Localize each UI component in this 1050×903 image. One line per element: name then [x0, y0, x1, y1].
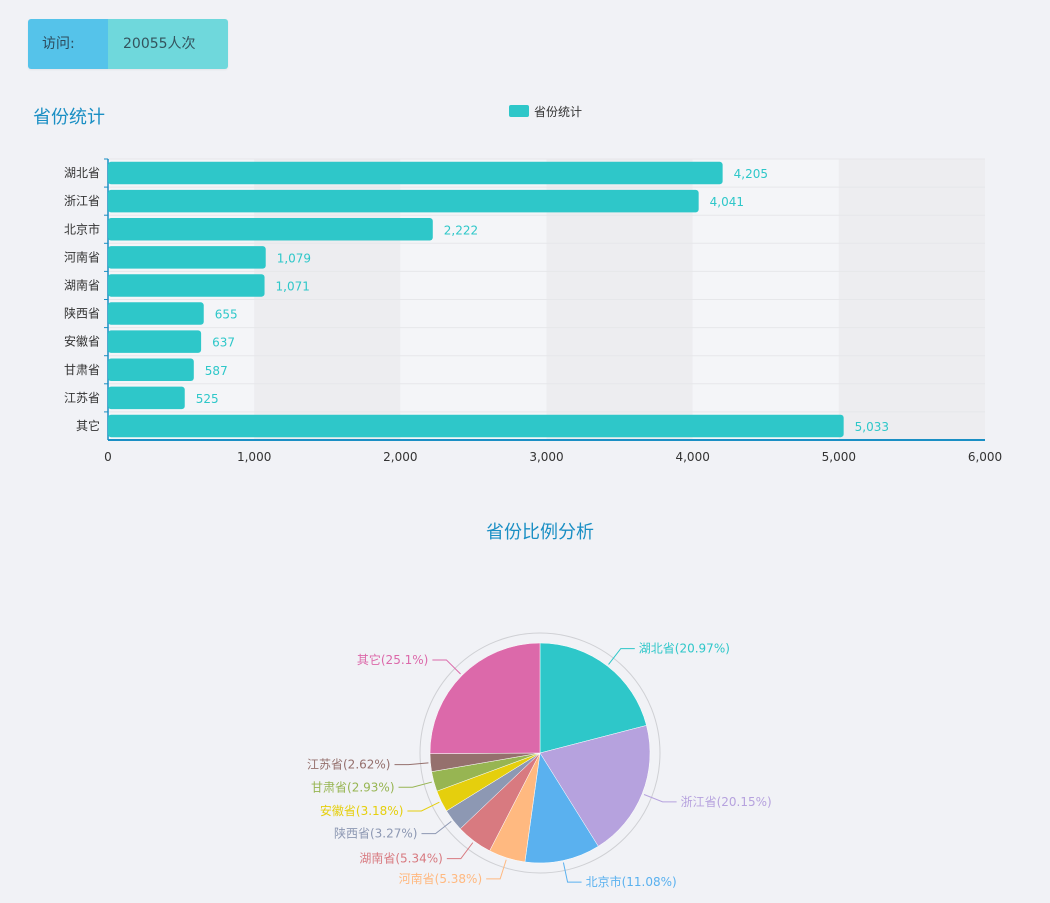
- bar-value-label: 5,033: [855, 420, 889, 434]
- pie-slice-浙江省[interactable]: [539, 725, 651, 847]
- pie-slice-label: 湖北省(20.97%): [639, 641, 730, 656]
- pie-label-line: [398, 781, 432, 788]
- bar-category-label: 其它: [76, 418, 100, 433]
- bar-value-label: 4,041: [710, 195, 744, 209]
- bar-湖北省[interactable]: [108, 161, 723, 185]
- bar-legend-label[interactable]: 省份统计: [534, 105, 582, 119]
- bar-chart: 0 1,000 2,000 3,000 4,000 5,000 6,000 湖北省 4,205 浙…: [64, 158, 1002, 464]
- bar-category-label: 浙江省: [64, 194, 100, 208]
- pie-slice-label: 北京市(11.08%): [586, 874, 677, 889]
- bar-安徽省[interactable]: [108, 330, 202, 353]
- pie-chart-title: 省份比例分析: [486, 522, 594, 543]
- bar-北京市[interactable]: [108, 218, 433, 241]
- pie-label-line: [407, 801, 440, 812]
- pie-label-line: [432, 659, 461, 675]
- bar-value-label: 1,079: [277, 251, 311, 265]
- visit-label: 访问:: [28, 19, 108, 69]
- pie-label-line: [394, 762, 429, 766]
- bar-chart-title: 省份统计: [33, 107, 105, 128]
- visit-counter: 访问: 20055人次: [28, 19, 228, 69]
- pie-slice-label: 陕西省(3.27%): [334, 826, 418, 841]
- bar-value-label: 637: [212, 336, 235, 350]
- bar-category-label: 江苏省: [64, 391, 100, 405]
- bar-category-label: 湖北省: [64, 165, 100, 180]
- pie-label-line: [446, 842, 474, 860]
- bar-value-label: 587: [205, 364, 228, 378]
- pie-slice-label: 湖南省(5.34%): [359, 851, 443, 866]
- bar-甘肃省[interactable]: [108, 358, 194, 381]
- bar-x-tick-label: 4,000: [675, 450, 709, 464]
- bar-其它[interactable]: [108, 414, 844, 438]
- pie-chart: 湖北省(20.97%) 浙江省(20.15%) 北京市(11.08%) 河南省(5.3…: [307, 632, 772, 889]
- pie-slice-label: 江苏省(2.62%): [307, 758, 391, 772]
- pie-label-line: [562, 862, 582, 883]
- bar-x-tick-label: 1,000: [237, 450, 271, 464]
- pie-label-line: [608, 648, 635, 665]
- bar-value-label: 655: [215, 308, 238, 322]
- bar-x-tick-label: 6,000: [968, 450, 1002, 464]
- bar-浙江省[interactable]: [108, 189, 699, 213]
- bar-category-label: 河南省: [64, 249, 100, 264]
- bar-value-label: 525: [196, 392, 219, 406]
- pie-outer-ring: [419, 632, 661, 874]
- pie-slice-label: 浙江省(20.15%): [681, 795, 772, 809]
- pie-label-line: [421, 821, 452, 835]
- bar-category-label: 北京市: [64, 221, 100, 236]
- pie-slice-label: 其它(25.1%): [357, 652, 429, 667]
- bar-x-tick-label: 0: [104, 450, 112, 464]
- pie-slice-label: 安徽省(3.18%): [320, 803, 404, 818]
- pie-slice-湖北省[interactable]: [539, 642, 647, 754]
- bar-陕西省[interactable]: [108, 302, 204, 325]
- pie-label-line: [643, 794, 677, 803]
- visit-value: 20055人次: [108, 19, 228, 69]
- pie-slice-其它[interactable]: [429, 642, 541, 754]
- bar-legend-swatch[interactable]: [509, 105, 529, 117]
- bar-x-tick-label: 3,000: [529, 450, 563, 464]
- bar-value-label: 2,222: [444, 223, 478, 237]
- pie-slice-label: 甘肃省(2.93%): [311, 780, 395, 794]
- bar-value-label: 1,071: [276, 279, 310, 293]
- bar-x-tick-label: 5,000: [822, 450, 856, 464]
- bar-value-label: 4,205: [734, 167, 768, 181]
- pie-slice-label: 河南省(5.38%): [399, 871, 483, 886]
- bar-湖南省[interactable]: [108, 274, 265, 297]
- bar-category-label: 甘肃省: [64, 363, 100, 377]
- bar-category-label: 湖南省: [64, 277, 100, 292]
- bar-河南省[interactable]: [108, 246, 266, 269]
- pie-slice-北京市[interactable]: [524, 752, 599, 864]
- pie-label-line: [486, 859, 507, 880]
- bar-category-label: 陕西省: [64, 306, 100, 321]
- bar-江苏省[interactable]: [108, 386, 185, 410]
- bar-category-label: 安徽省: [64, 334, 100, 349]
- bar-x-tick-label: 2,000: [383, 450, 417, 464]
